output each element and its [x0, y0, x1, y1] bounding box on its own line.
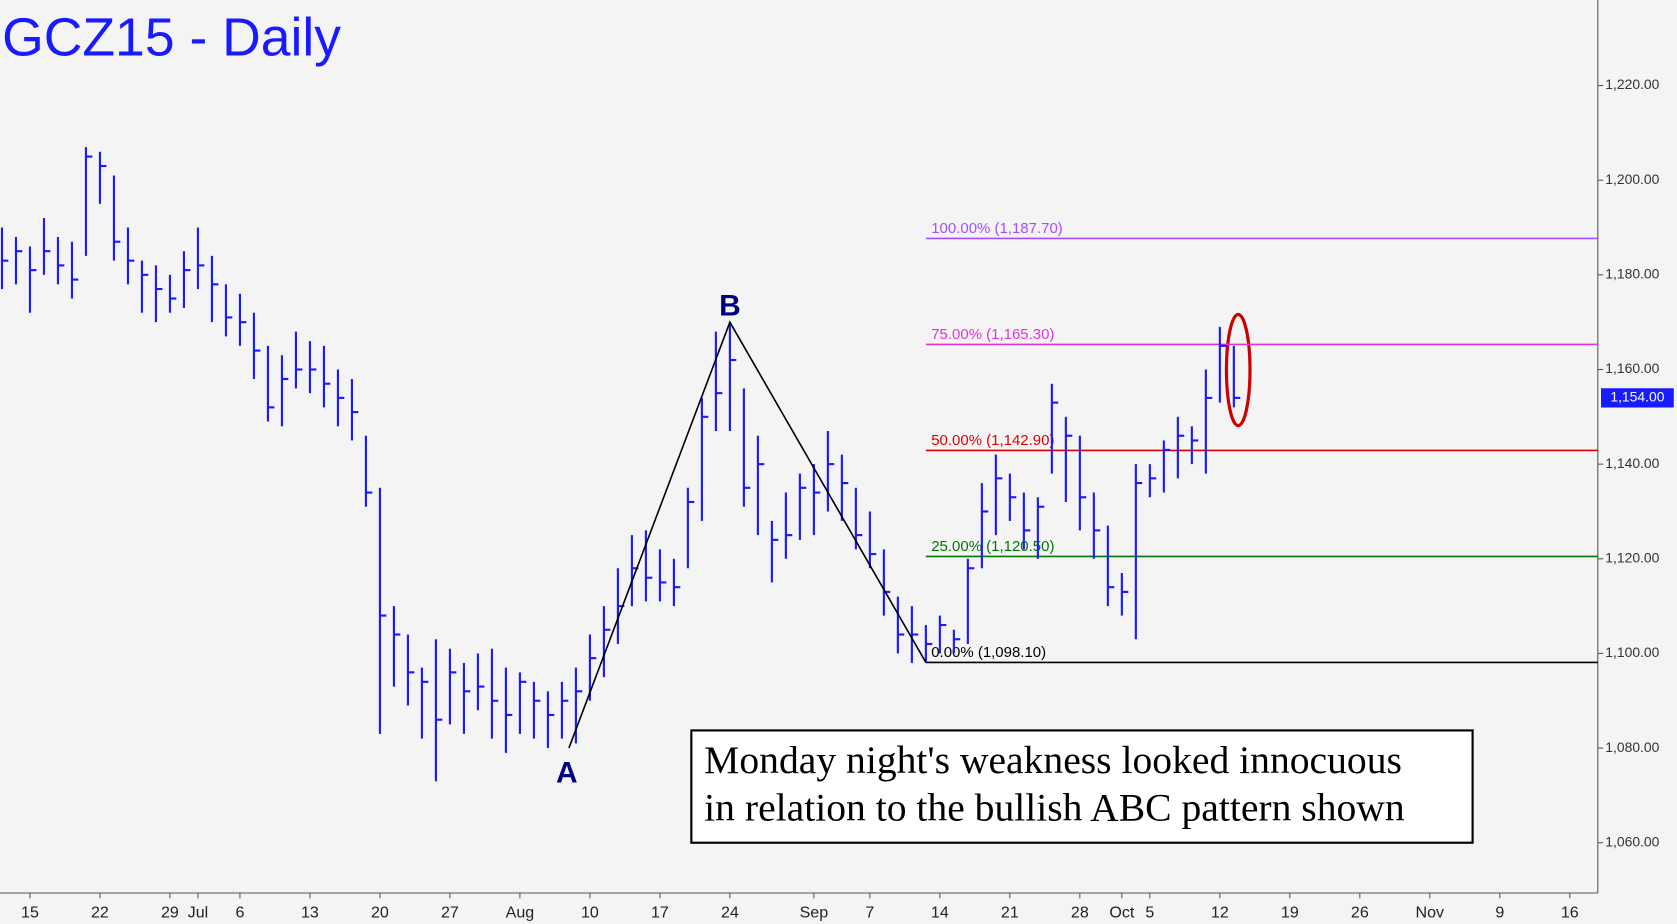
highlight-ellipse [1224, 312, 1252, 428]
x-tick-label: 13 [301, 904, 319, 922]
x-tick-label: 14 [931, 904, 949, 922]
y-tick-label: 1,180.00 [1605, 266, 1659, 282]
x-tick-label: 7 [865, 904, 874, 922]
y-tick-label: 1,220.00 [1605, 76, 1659, 92]
abc-pattern [568, 320, 927, 749]
x-tick-label: 12 [1211, 904, 1229, 922]
x-tick-label: 6 [235, 904, 244, 922]
x-tick-label: 29 [161, 904, 179, 922]
note-text: Monday night's weakness looked innocuous [704, 738, 1402, 782]
level-label: 100.00% (1,187.70) [931, 220, 1063, 237]
x-tick-label: 26 [1351, 904, 1369, 922]
last-price-label: 1,154.00 [1610, 389, 1664, 405]
x-tick-label: Jul [188, 904, 209, 922]
x-tick-label: 21 [1001, 904, 1019, 922]
pattern-label: A [556, 756, 578, 789]
x-tick-label: 16 [1561, 904, 1579, 922]
x-tick-label: 9 [1495, 904, 1504, 922]
x-tick-label: 15 [21, 904, 39, 922]
x-tick-label: 22 [91, 904, 109, 922]
x-tick-label: Oct [1109, 904, 1134, 922]
y-tick-label: 1,140.00 [1605, 455, 1659, 471]
y-tick-label: 1,160.00 [1605, 360, 1659, 376]
x-tick-label: Aug [506, 904, 535, 922]
x-tick-label: 27 [441, 904, 459, 922]
x-tick-label: 5 [1145, 904, 1154, 922]
y-tick-label: 1,200.00 [1605, 171, 1659, 187]
x-tick-label: 20 [371, 904, 389, 922]
last-price-box [1601, 388, 1674, 408]
x-tick-label: 28 [1071, 904, 1089, 922]
y-tick-label: 1,080.00 [1605, 739, 1659, 755]
x-tick-label: 10 [581, 904, 599, 922]
note-text: in relation to the bullish ABC pattern s… [704, 785, 1405, 829]
x-tick-label: 19 [1281, 904, 1299, 922]
x-tick-label: 24 [721, 904, 739, 922]
y-tick-label: 1,120.00 [1605, 549, 1659, 565]
chart-title: GCZ15 - Daily [2, 9, 341, 68]
x-tick-label: Sep [800, 904, 829, 922]
y-tick-label: 1,100.00 [1605, 644, 1659, 660]
level-label: 0.00% (1,098.10) [931, 644, 1046, 661]
level-label: 50.00% (1,142.90) [931, 432, 1054, 449]
level-label: 25.00% (1,120.50) [931, 538, 1054, 555]
note-box [690, 729, 1474, 844]
level-label: 75.00% (1,165.30) [931, 326, 1054, 343]
x-tick-label: 17 [651, 904, 669, 922]
y-tick-label: 1,060.00 [1605, 833, 1659, 849]
x-tick-label: Nov [1416, 904, 1445, 922]
pattern-label: B [719, 290, 741, 323]
